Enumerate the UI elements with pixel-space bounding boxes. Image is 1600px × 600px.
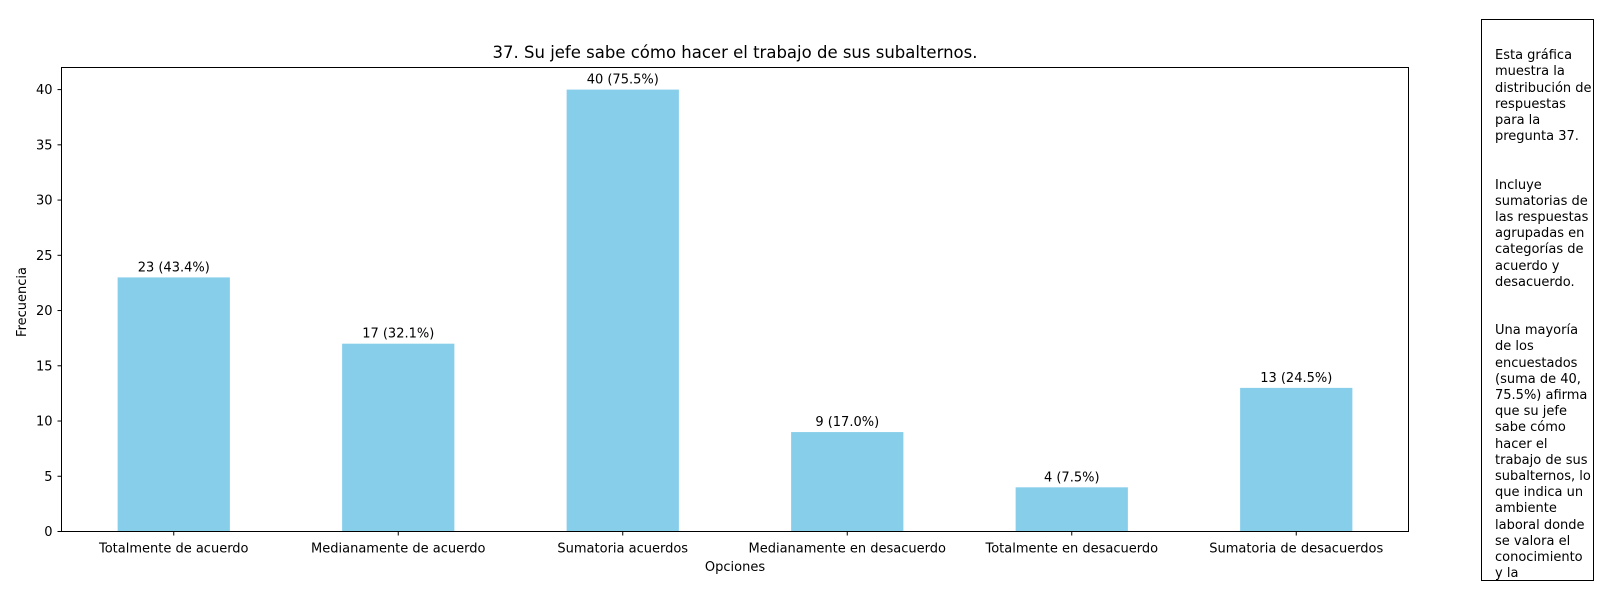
y-axis-label: Frecuencia (15, 267, 30, 337)
x-tick-label-4: Medianamente en desacuerdo (749, 542, 946, 557)
data-label-5: 4 (7.5%) (1044, 470, 1100, 485)
bar-1 (117, 277, 230, 532)
bar-4 (791, 432, 904, 532)
y-tick-label-8: 35 (36, 138, 53, 153)
bar-3 (566, 89, 679, 532)
y-tick-label-2: 5 (44, 470, 52, 485)
x-tick-label-5: Totalmente en desacuerdo (984, 542, 1158, 557)
chart-title: 37. Su jefe sabe cómo hacer el trabajo d… (493, 43, 978, 62)
x-tick-label-6: Sumatoria de desacuerdos (1209, 542, 1383, 557)
data-label-4: 9 (17.0%) (815, 415, 879, 430)
data-label-3: 40 (75.5%) (587, 73, 659, 88)
side-note-paragraph-2: Incluye sumatorias de las respuestas agr… (1495, 177, 1589, 290)
side-note-box: Esta gráfica muestra la distribución de … (1481, 19, 1594, 581)
y-tick-label-4: 15 (36, 359, 53, 374)
bar-5 (1015, 487, 1128, 532)
plot-frame (61, 67, 1409, 532)
bar-2 (342, 343, 455, 532)
y-tick-label-6: 25 (36, 249, 53, 264)
x-tick-label-1: Totalmente de acuerdo (98, 542, 249, 557)
x-tick-label-2: Medianamente de acuerdo (311, 542, 485, 557)
x-tick-label-3: Sumatoria acuerdos (557, 542, 688, 557)
data-label-2: 17 (32.1%) (362, 327, 434, 342)
data-labels-layer: 23 (43.4%) 17 (32.1%) 40 (75.5%) 9 (17.0%) 4… (138, 73, 1333, 486)
data-label-1: 23 (43.4%) (138, 260, 210, 275)
y-tick-label-7: 30 (36, 194, 53, 209)
side-note-paragraph-1: Esta gráfica muestra la distribución de … (1495, 48, 1592, 145)
bar-6 (1240, 387, 1353, 532)
x-axis-label: Opciones (705, 560, 765, 575)
y-tick-label-1: 0 (44, 525, 52, 540)
side-note-paragraph-3: Una mayoría de los encuestados (suma de … (1495, 323, 1591, 581)
ticks-layer: Totalmente de acuerdo Medianamente de acu… (36, 83, 1384, 556)
data-label-6: 13 (24.5%) (1260, 371, 1332, 386)
y-tick-label-9: 40 (36, 83, 53, 98)
y-tick-label-3: 10 (36, 415, 53, 430)
y-tick-label-5: 20 (36, 304, 53, 319)
bars-layer (117, 89, 1353, 532)
